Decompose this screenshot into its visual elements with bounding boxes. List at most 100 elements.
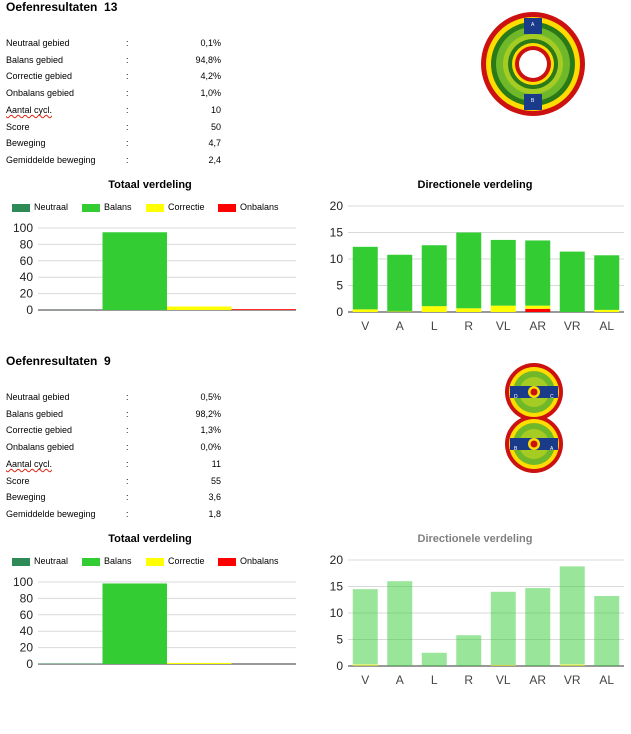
bar-segment-correctie: [525, 305, 551, 309]
stat-row-onbalans: Onbalans gebied : 0,0%: [6, 442, 221, 456]
stat-label: Correctie gebied: [6, 425, 73, 435]
legend-label: Correctie: [168, 202, 205, 212]
bar-segment-balans: [387, 581, 413, 666]
stat-value: 94,8%: [195, 55, 221, 65]
legend-swatch: [12, 204, 30, 212]
stat-value: 4,2%: [200, 71, 221, 81]
y-tick-label: 15: [330, 580, 344, 594]
stat-row-correctie: Correctie gebied : 1,3%: [6, 425, 221, 439]
legend-label: Correctie: [168, 556, 205, 566]
directional-distribution-title: Directionele verdeling: [417, 179, 533, 191]
stat-row-gem-beweging: Gemiddelde beweging : 1,8: [6, 509, 221, 523]
directional-distribution-title: Directionele verdeling: [417, 533, 533, 545]
y-tick-label: 20: [20, 287, 34, 301]
y-tick-label: 100: [13, 575, 33, 589]
x-tick-label: AL: [599, 673, 614, 687]
stat-value: 3,6: [208, 492, 221, 502]
bar-segment-correctie: [594, 309, 620, 312]
bar-segment-balans: [490, 591, 516, 665]
stat-value: 1,0%: [200, 88, 221, 98]
legend-swatch: [146, 204, 164, 212]
bar-balans: [102, 232, 167, 310]
stat-value: 0,1%: [200, 38, 221, 48]
stat-label: Balans gebied: [6, 409, 64, 419]
stat-label: Score: [6, 122, 30, 132]
legend-label: Balans: [104, 202, 132, 212]
bar-segment-neutraal: [387, 310, 413, 312]
x-tick-label: VL: [496, 673, 511, 687]
y-tick-label: 0: [26, 657, 33, 671]
marker-a: A: [550, 446, 554, 452]
legend-label: Neutraal: [34, 202, 69, 212]
stat-row-cycli: Aantal cycl. : 10: [6, 105, 221, 119]
stat-value: 1,3%: [200, 425, 221, 435]
stat-row-balans: Balans gebied : 94,8%: [6, 55, 221, 69]
legend: Neutraal Balans Correctie Onbalans: [12, 202, 302, 214]
stat-label: Correctie gebied: [6, 71, 73, 81]
legend-swatch: [146, 558, 164, 566]
stat-colon: :: [126, 88, 129, 98]
y-tick-label: 20: [20, 641, 34, 655]
stat-value: 0,0%: [200, 442, 221, 452]
total-distribution-title: Totaal verdeling: [108, 533, 192, 545]
y-tick-label: 5: [336, 633, 343, 647]
stat-colon: :: [126, 105, 129, 115]
bar-segment-correctie: [387, 311, 413, 312]
bar-segment-balans: [559, 251, 585, 312]
stat-row-score: Score : 55: [6, 476, 221, 490]
stat-label: Aantal cycl.: [6, 105, 53, 115]
stat-colon: :: [126, 492, 129, 502]
stat-colon: :: [126, 425, 129, 435]
bar-segment-correctie: [559, 664, 585, 666]
y-tick-label: 40: [20, 624, 34, 638]
stat-value: 4,7: [208, 138, 221, 148]
stat-label: Neutraal gebied: [6, 392, 70, 402]
y-tick-label: 80: [20, 237, 34, 251]
marker-b: B: [514, 446, 518, 452]
bar-segment-balans: [594, 255, 620, 310]
section-title: Oefenresultaten 9: [6, 354, 111, 368]
bar-segment-balans: [525, 588, 551, 666]
y-tick-label: 5: [336, 279, 343, 293]
marker-d: D: [514, 394, 518, 400]
legend-swatch: [82, 204, 100, 212]
legend-swatch: [218, 204, 236, 212]
bar-segment-correctie: [421, 306, 447, 312]
stat-label: Gemiddelde beweging: [6, 155, 96, 165]
y-tick-label: 10: [330, 606, 344, 620]
legend-label: Balans: [104, 556, 132, 566]
x-tick-label: VR: [564, 673, 581, 687]
marker-b: B: [531, 98, 535, 104]
x-tick-label: V: [361, 673, 369, 687]
bar-segment-balans: [594, 596, 620, 666]
bar-segment-balans: [387, 254, 413, 311]
stat-row-neutraal: Neutraal gebied : 0,1%: [6, 38, 221, 52]
y-tick-label: 20: [330, 199, 344, 213]
section-title: Oefenresultaten 13: [6, 0, 118, 14]
ring-exercise-logo: [481, 12, 585, 116]
x-tick-label: AR: [529, 673, 546, 687]
y-tick-label: 40: [20, 270, 34, 284]
stat-row-beweging: Beweging : 4,7: [6, 138, 221, 152]
stat-value: 1,8: [208, 509, 221, 519]
x-tick-label: L: [431, 673, 438, 687]
stat-colon: :: [126, 509, 129, 519]
stat-label: Onbalans gebied: [6, 88, 75, 98]
x-tick-label: A: [396, 319, 404, 333]
x-tick-label: VR: [564, 319, 581, 333]
x-tick-label: VL: [496, 319, 511, 333]
y-tick-label: 0: [336, 659, 343, 673]
stat-colon: :: [126, 138, 129, 148]
stat-colon: :: [126, 459, 129, 469]
stat-value: 50: [210, 122, 221, 132]
y-tick-label: 20: [330, 553, 344, 567]
stat-value: 11: [211, 459, 221, 469]
legend-swatch: [82, 558, 100, 566]
bar-segment-correctie: [352, 309, 378, 312]
stat-value: 10: [210, 105, 221, 115]
legend-label: Onbalans: [240, 556, 279, 566]
bar-segment-balans: [421, 652, 447, 666]
bar-segment-correctie: [490, 664, 516, 666]
x-tick-label: AR: [529, 319, 546, 333]
